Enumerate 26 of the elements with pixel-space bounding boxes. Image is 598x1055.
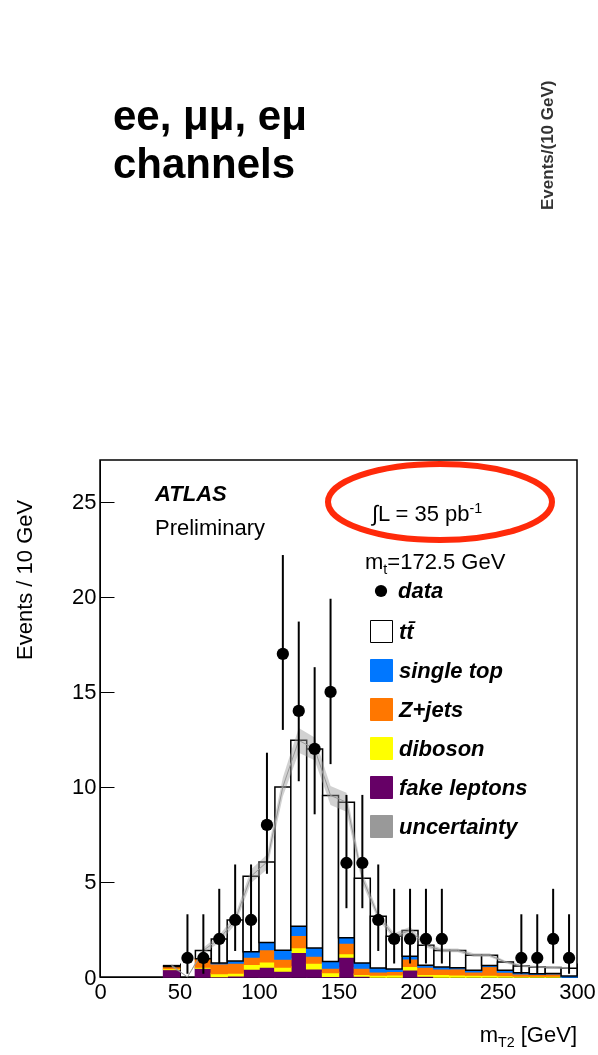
x-axis-title: m$_{T2}$ [GeV]: [479, 1022, 577, 1051]
y-tick-label: 25: [72, 489, 97, 515]
annotation: Preliminary: [155, 515, 266, 541]
chart-title: ee, μμ, eμ channels: [113, 92, 308, 188]
y-axis-title: Events / 10 GeV: [12, 499, 38, 660]
legend-label: Z+jets: [398, 696, 464, 722]
y-tick-label: 10: [72, 774, 97, 800]
legend-label: tt̄: [399, 618, 417, 644]
x-tick-label: 150: [320, 978, 358, 1004]
legend-label: fake leptons: [399, 774, 528, 800]
y-tick-label: 20: [72, 584, 97, 610]
annotation: m$_{t}$=172.5 GeV: [365, 549, 506, 578]
x-tick-label: 200: [400, 978, 437, 1004]
annotation: ∫L = 35 pb$^{-1}$: [372, 500, 483, 528]
legend-label: diboson: [399, 735, 485, 761]
legend-label: single top: [399, 657, 503, 683]
x-tick-label: 100: [241, 978, 278, 1004]
x-tick-label: 300: [559, 978, 596, 1004]
legend-label: data: [398, 578, 444, 603]
x-tick-label: 50: [167, 978, 193, 1004]
y-tick-label: 5: [84, 869, 97, 895]
annotation: ATLAS: [155, 481, 227, 507]
y-tick-label: 15: [72, 679, 97, 705]
legend-label: uncertainty: [399, 813, 520, 839]
x-tick-label: 250: [479, 978, 517, 1004]
text: Events/(10 GeV): [538, 80, 558, 210]
